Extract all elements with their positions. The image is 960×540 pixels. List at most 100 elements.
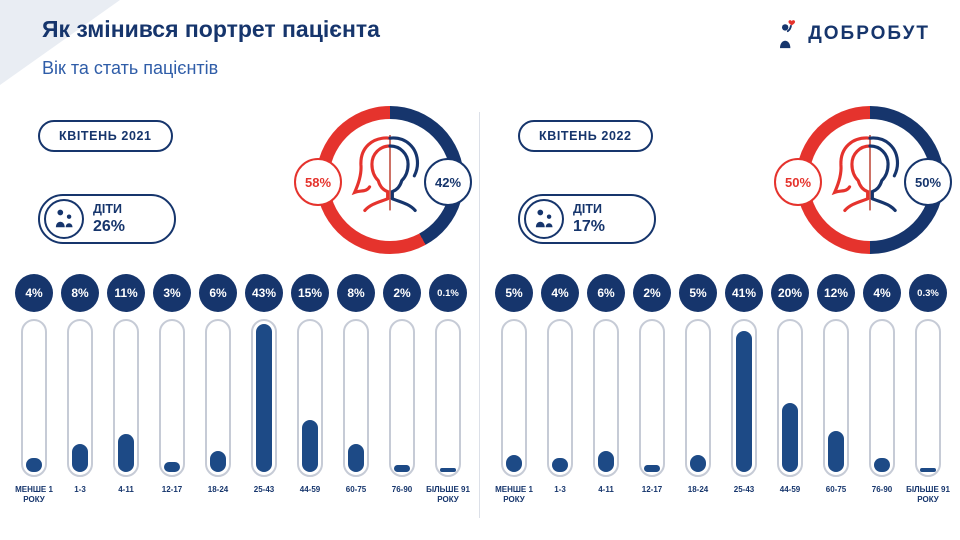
bar-value-badge: 8%	[337, 274, 375, 312]
bar-value-badge: 8%	[61, 274, 99, 312]
bar-category-label: 12-17	[641, 485, 663, 494]
bar-column: 5% 18-24	[676, 274, 720, 505]
age-distribution-chart-2021: 4% МЕНШЕ 1 РОКУ 8% 1-3 11% 4-11 3% 12-17 6% 18-24…	[12, 274, 470, 505]
bar-category-label: МЕНШЕ 1 РОКУ	[15, 485, 53, 504]
bar-category-label: 60-75	[345, 485, 367, 494]
bar-fill	[302, 420, 318, 472]
children-pill: ДІТИ 17%	[518, 194, 656, 244]
bar-category-label: 1-3	[554, 485, 566, 494]
bar-column: 2% 76-90	[380, 274, 424, 505]
female-male-faces-icon	[351, 135, 420, 213]
bar-column: 3% 12-17	[150, 274, 194, 505]
bar-column: 8% 1-3	[58, 274, 102, 505]
bar-fill	[828, 431, 844, 472]
male-percent-badge: 42%	[424, 158, 472, 206]
bar-tube	[823, 319, 849, 477]
bar-tube	[639, 319, 665, 477]
bar-category-label: 25-43	[733, 485, 755, 494]
panel-april-2022: КВІТЕНЬ 2022 50% 50%	[480, 100, 960, 532]
bar-category-label: 76-90	[391, 485, 413, 494]
bar-column: 43% 25-43	[242, 274, 286, 505]
bar-column: 8% 60-75	[334, 274, 378, 505]
person-heart-icon	[780, 20, 796, 49]
bar-tube	[389, 319, 415, 477]
bar-value-badge: 0.1%	[429, 274, 467, 312]
bar-tube	[501, 319, 527, 477]
panel-divider	[479, 112, 480, 518]
children-label: ДІТИ	[573, 201, 602, 216]
bar-value-badge: 15%	[291, 274, 329, 312]
bar-column: 6% 18-24	[196, 274, 240, 505]
bar-tube	[113, 319, 139, 477]
bar-tube	[205, 319, 231, 477]
page-title: Як змінився портрет пацієнта	[42, 16, 380, 42]
bar-tube	[159, 319, 185, 477]
bar-category-label: 44-59	[779, 485, 801, 494]
bar-fill	[644, 465, 660, 472]
bar-fill	[440, 468, 456, 472]
children-pill: ДІТИ 26%	[38, 194, 176, 244]
bar-value-badge: 11%	[107, 274, 145, 312]
bar-tube	[343, 319, 369, 477]
bar-fill	[506, 455, 522, 472]
bar-fill	[920, 468, 936, 472]
bar-fill	[874, 458, 890, 472]
bar-value-badge: 6%	[199, 274, 237, 312]
bar-fill	[256, 324, 272, 472]
bar-fill	[348, 444, 364, 472]
bar-value-badge: 5%	[679, 274, 717, 312]
bar-tube	[777, 319, 803, 477]
bar-value-badge: 4%	[541, 274, 579, 312]
bar-fill	[118, 434, 134, 472]
children-icon	[524, 199, 564, 239]
bar-value-badge: 6%	[587, 274, 625, 312]
bar-column: 4% 1-3	[538, 274, 582, 505]
bar-tube	[869, 319, 895, 477]
bar-tube	[67, 319, 93, 477]
bar-value-badge: 12%	[817, 274, 855, 312]
bar-column: 11% 4-11	[104, 274, 148, 505]
bar-category-label: МЕНШЕ 1 РОКУ	[495, 485, 533, 504]
bar-category-label: 60-75	[825, 485, 847, 494]
bar-value-badge: 0.3%	[909, 274, 947, 312]
bar-column: 0.1% БІЛЬШЕ 91 РОКУ	[426, 274, 470, 505]
bar-tube	[251, 319, 277, 477]
bar-fill	[736, 331, 752, 472]
bar-category-label: 76-90	[871, 485, 893, 494]
bar-tube	[685, 319, 711, 477]
header: Як змінився портрет пацієнта Вік та стат…	[42, 16, 380, 79]
bar-fill	[72, 444, 88, 472]
bar-value-badge: 2%	[633, 274, 671, 312]
bar-column: 2% 12-17	[630, 274, 674, 505]
bar-fill	[394, 465, 410, 472]
bar-category-label: БІЛЬШЕ 91 РОКУ	[906, 485, 950, 504]
children-text: ДІТИ 26%	[93, 202, 125, 236]
female-percent-badge: 50%	[774, 158, 822, 206]
bar-fill	[552, 458, 568, 472]
bar-category-label: 44-59	[299, 485, 321, 494]
bar-fill	[690, 455, 706, 472]
female-percent-badge: 58%	[294, 158, 342, 206]
bar-value-badge: 2%	[383, 274, 421, 312]
bar-category-label: 4-11	[598, 485, 614, 494]
bar-category-label: 18-24	[687, 485, 709, 494]
female-male-faces-icon	[831, 135, 900, 213]
panel-april-2021: КВІТЕНЬ 2021 58% 42%	[0, 100, 480, 532]
bar-column: 4% 76-90	[860, 274, 904, 505]
bar-tube	[593, 319, 619, 477]
bar-category-label: 25-43	[253, 485, 275, 494]
bar-tube	[915, 319, 941, 477]
bar-tube	[297, 319, 323, 477]
bar-category-label: БІЛЬШЕ 91 РОКУ	[426, 485, 470, 504]
bar-value-badge: 43%	[245, 274, 283, 312]
children-text: ДІТИ 17%	[573, 202, 605, 236]
bar-column: 12% 60-75	[814, 274, 858, 505]
bar-fill	[210, 451, 226, 472]
bar-value-badge: 41%	[725, 274, 763, 312]
bar-tube	[731, 319, 757, 477]
children-icon	[44, 199, 84, 239]
month-badge: КВІТЕНЬ 2021	[38, 120, 173, 152]
bar-value-badge: 3%	[153, 274, 191, 312]
bar-column: 0.3% БІЛЬШЕ 91 РОКУ	[906, 274, 950, 505]
bar-fill	[598, 451, 614, 472]
